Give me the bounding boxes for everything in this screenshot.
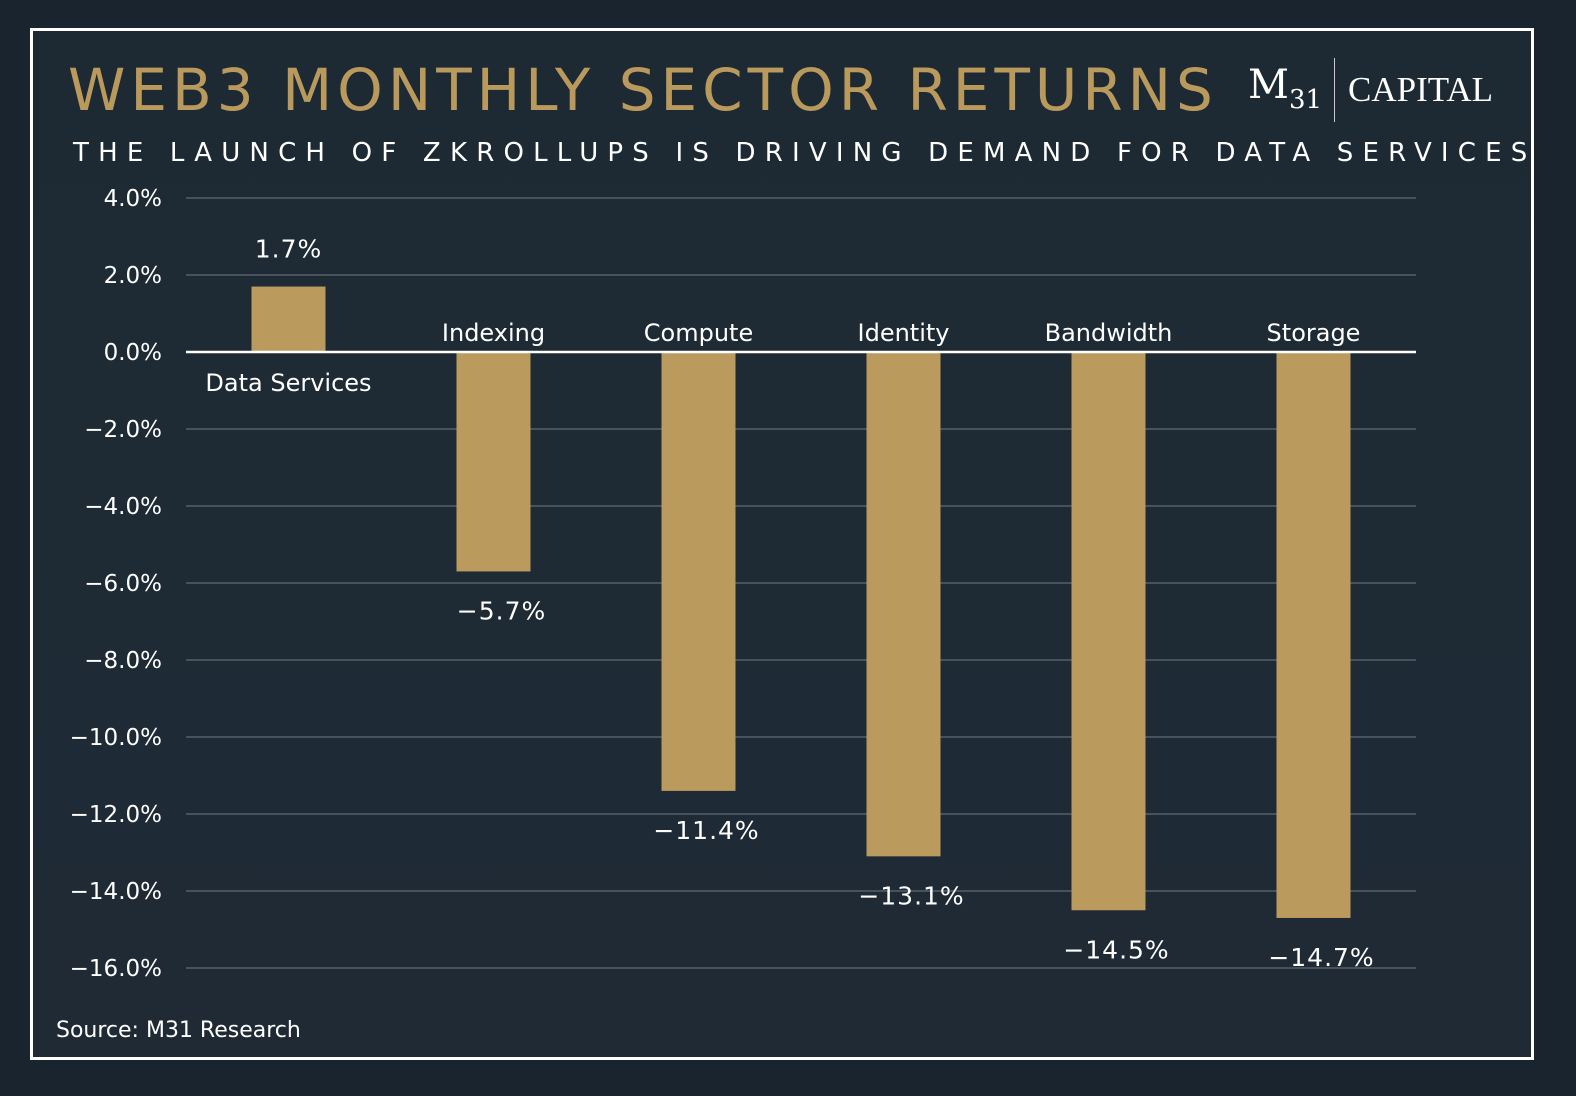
y-tick-label: −2.0%	[84, 417, 162, 443]
data-label: −14.7%	[1268, 943, 1374, 972]
y-tick-label: −6.0%	[84, 571, 162, 597]
source-note: Source: M31 Research	[56, 1018, 301, 1043]
logo-divider	[1334, 58, 1335, 122]
bar	[661, 352, 736, 791]
y-tick-label: 0.0%	[104, 340, 162, 366]
bar	[1276, 352, 1351, 918]
y-tick-label: −16.0%	[70, 956, 162, 982]
data-label: −5.7%	[457, 596, 546, 625]
data-label: −13.1%	[858, 881, 964, 910]
y-tick-label: −4.0%	[84, 494, 162, 520]
category-label: Compute	[644, 319, 753, 347]
data-label: 1.7%	[255, 235, 323, 264]
y-tick-label: 4.0%	[104, 186, 162, 212]
category-label: Identity	[858, 319, 950, 347]
y-tick-label: −8.0%	[84, 648, 162, 674]
y-tick-label: −14.0%	[70, 879, 162, 905]
y-tick-label: −12.0%	[70, 802, 162, 828]
chart-title: WEB3 MONTHLY SECTOR RETURNS	[68, 56, 1218, 124]
bar	[251, 286, 326, 352]
category-label: Data Services	[205, 369, 371, 397]
category-label: Storage	[1267, 319, 1361, 347]
chart-subtitle: THE LAUNCH OF ZKROLLUPS IS DRIVING DEMAN…	[73, 138, 1537, 168]
bar	[1071, 352, 1146, 911]
bar	[456, 352, 531, 572]
data-label: −14.5%	[1063, 935, 1169, 964]
logo-text: CAPITAL	[1348, 70, 1493, 109]
data-label: −11.4%	[653, 816, 759, 845]
logo-mark: M31	[1248, 62, 1323, 115]
y-tick-label: 2.0%	[104, 263, 162, 289]
bar	[866, 352, 941, 857]
y-tick-label: −10.0%	[70, 725, 162, 751]
category-label: Indexing	[442, 319, 545, 347]
category-label: Bandwidth	[1045, 319, 1173, 347]
